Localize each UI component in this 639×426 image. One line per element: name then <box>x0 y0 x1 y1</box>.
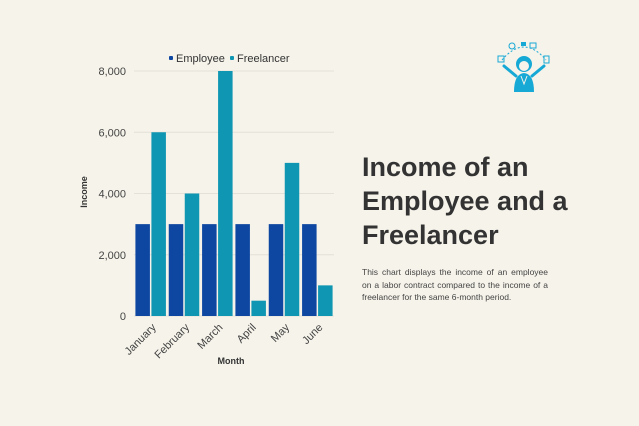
y-axis-ticks: 0 2,000 4,000 6,000 8,000 <box>98 66 126 323</box>
bars <box>135 71 333 316</box>
bar-freelancer-may <box>284 162 300 316</box>
page-title: Income of an Employee and a Freelancer <box>362 150 622 252</box>
x-tick-label: February <box>153 321 193 361</box>
bar-employee-february <box>168 224 184 316</box>
x-axis-title: Month <box>218 356 245 366</box>
bar-freelancer-march <box>218 71 233 316</box>
bar-freelancer-february <box>184 193 200 316</box>
x-tick-label: April <box>235 322 259 346</box>
bar-employee-march <box>202 224 217 316</box>
legend-label-freelancer: Freelancer <box>237 53 290 65</box>
bar-freelancer-april <box>251 300 266 316</box>
y-tick-label: 0 <box>120 311 126 323</box>
x-tick-label: June <box>300 322 325 347</box>
title-line: Income of an <box>362 152 529 182</box>
y-tick-label: 8,000 <box>98 66 126 78</box>
bar-freelancer-june <box>318 285 333 316</box>
y-tick-label: 6,000 <box>98 127 126 139</box>
legend-swatch-employee <box>169 56 173 60</box>
title-line: Freelancer <box>362 220 499 250</box>
bar-freelancer-january <box>151 132 166 316</box>
grid-lines <box>134 70 334 317</box>
legend-swatch-freelancer <box>230 56 234 60</box>
bar-employee-june <box>302 224 317 316</box>
y-tick-label: 2,000 <box>98 250 126 262</box>
x-tick-label: March <box>195 322 225 352</box>
legend: Employee Freelancer <box>169 53 290 65</box>
bar-employee-january <box>135 224 150 316</box>
y-tick-label: 4,000 <box>98 189 126 201</box>
bar-employee-may <box>268 224 284 316</box>
bar-employee-april <box>235 224 250 316</box>
chart-description: This chart displays the income of an emp… <box>362 267 548 302</box>
woman-juggling-tasks-icon <box>494 38 554 94</box>
legend-label-employee: Employee <box>176 53 225 65</box>
y-axis-title: Income <box>79 176 89 208</box>
x-tick-label: May <box>269 321 293 345</box>
title-line: Employee and a <box>362 186 568 216</box>
